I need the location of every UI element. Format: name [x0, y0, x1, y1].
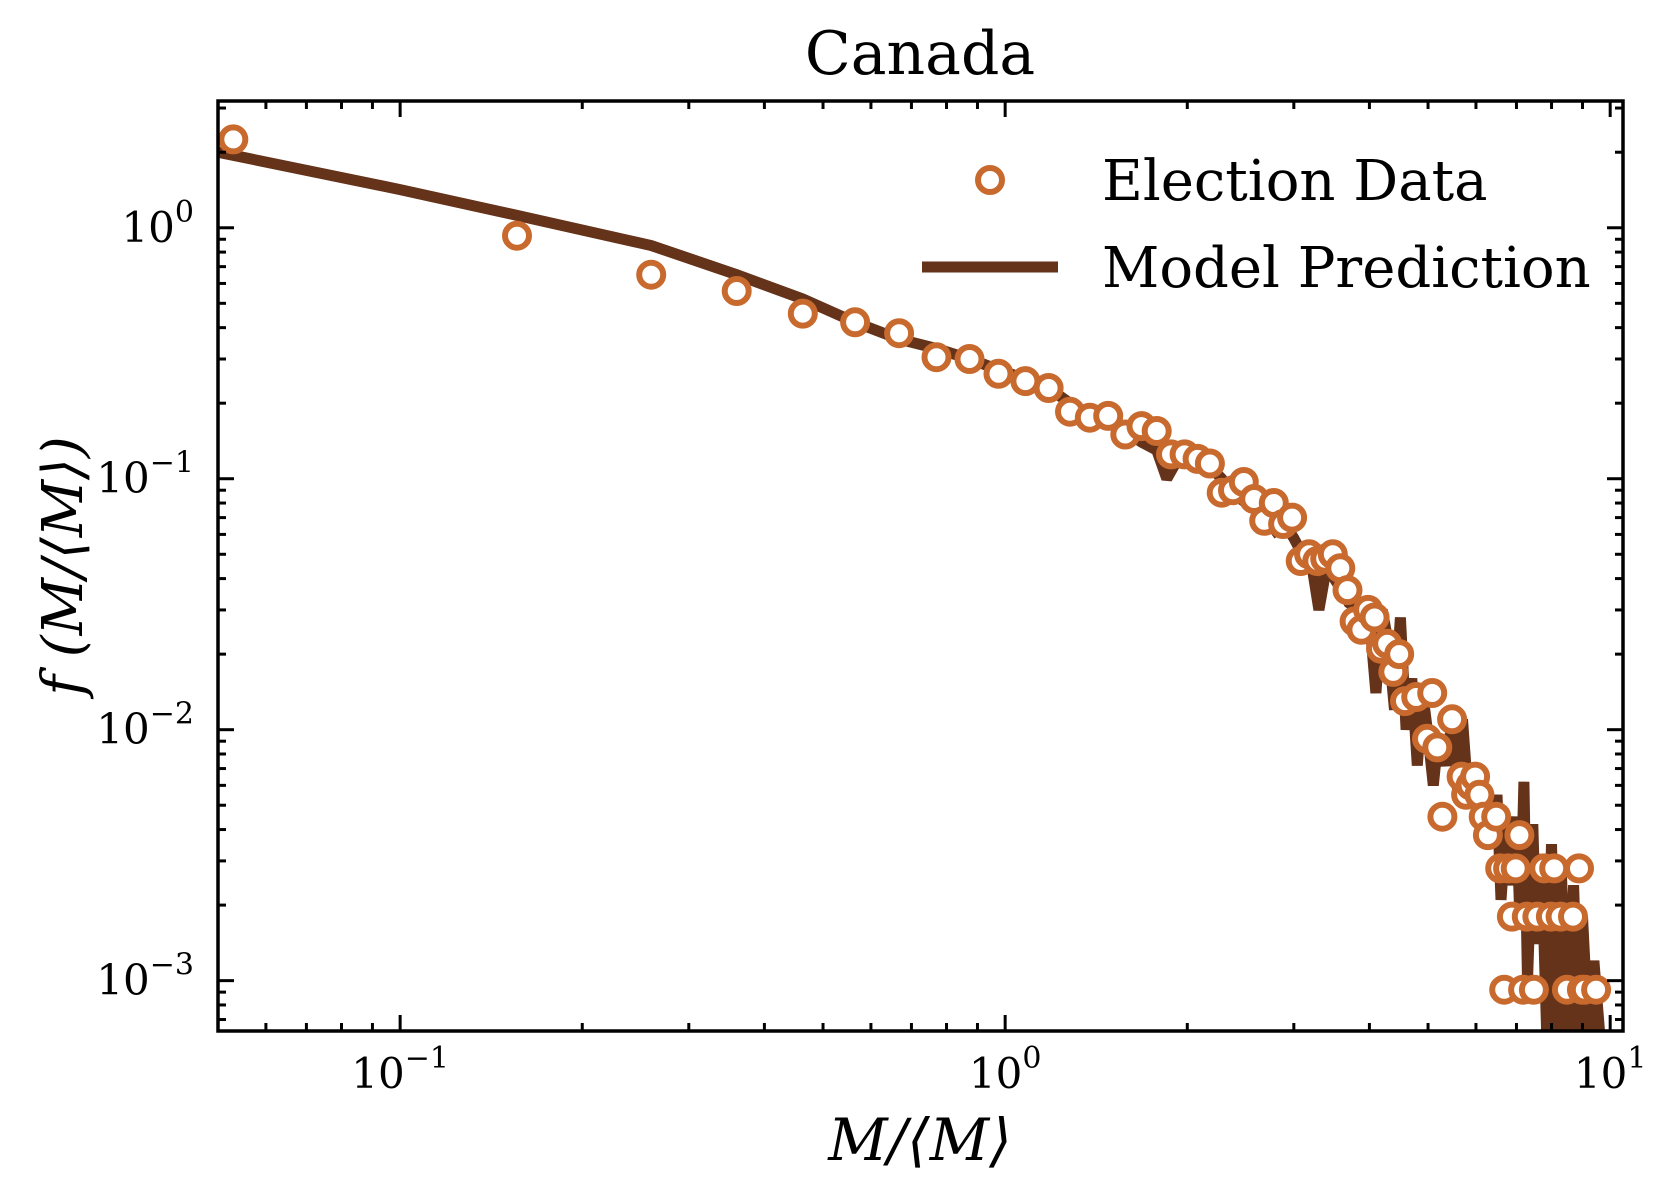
election-data-point	[921, 342, 952, 373]
plot-frame	[216, 99, 1625, 1033]
election-data-point	[1581, 974, 1612, 1005]
x-tick-label: 101	[1574, 1041, 1647, 1098]
election-data-point	[1141, 416, 1172, 446]
election-data-point	[1277, 502, 1308, 533]
election-data-point	[1500, 853, 1531, 884]
election-data-point	[954, 344, 985, 374]
election-data-point	[1417, 678, 1448, 708]
election-data-point	[1481, 801, 1512, 832]
election-data-points	[218, 124, 1612, 1005]
y-tick-label: 10−3	[96, 948, 194, 1005]
election-data-point	[1194, 448, 1225, 479]
election-data-point	[884, 318, 915, 349]
election-data-point	[636, 259, 667, 290]
election-data-point	[218, 124, 249, 155]
election-data-point	[1332, 575, 1363, 606]
y-tick-label: 10−2	[96, 697, 194, 754]
election-data-point	[1384, 639, 1415, 670]
election-data-point	[1437, 704, 1468, 735]
chart-title: Canada	[805, 19, 1035, 89]
election-data-point	[1422, 732, 1453, 763]
y-tick-label: 100	[121, 195, 194, 252]
election-data-point	[983, 358, 1014, 389]
x-tick-label: 10−1	[351, 1041, 449, 1098]
election-data-point	[840, 307, 871, 338]
legend-election-label: Election Data	[1102, 149, 1487, 214]
x-axis-label: M/⟨M⟩	[827, 1106, 1012, 1174]
election-data-point	[1558, 901, 1588, 932]
plot-area	[218, 124, 1612, 1031]
election-data-point	[502, 220, 532, 251]
election-data-point	[1564, 853, 1594, 884]
legend-election-marker	[975, 165, 1005, 195]
election-data-point	[1033, 373, 1064, 403]
y-tick-label: 10−1	[96, 446, 194, 503]
election-data-point	[1518, 974, 1549, 1005]
legend: Election Data Model Prediction	[922, 149, 1591, 301]
election-data-point	[787, 298, 818, 329]
x-tick-label: 100	[969, 1041, 1042, 1098]
election-data-point	[1359, 602, 1390, 633]
election-data-point	[1504, 820, 1535, 851]
y-axis-label: f (M/⟨M⟩)	[31, 436, 96, 699]
election-data-point	[1427, 801, 1458, 832]
legend-model-label: Model Prediction	[1102, 236, 1591, 301]
election-data-point	[1093, 400, 1124, 431]
x-axis-ticks: 10−1 100 101	[216, 101, 1647, 1098]
election-data-point	[1539, 853, 1570, 884]
election-data-point	[721, 276, 752, 306]
y-axis-ticks: 100 10−1 10−2 10−3	[96, 106, 1623, 1022]
